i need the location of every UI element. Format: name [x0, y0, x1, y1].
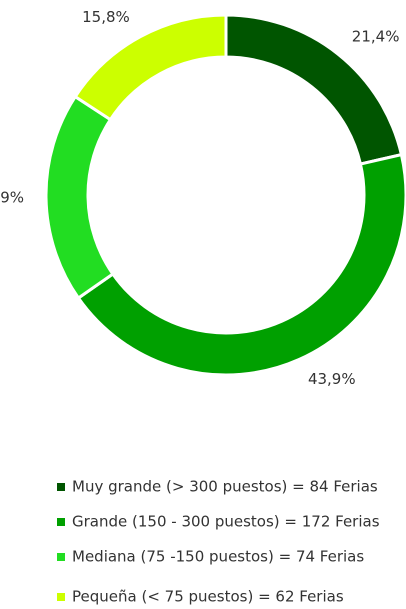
legend-label: Pequeña (< 75 puestos) = 62 Ferias — [72, 588, 344, 606]
donut-slice — [44, 94, 115, 301]
legend-label: Muy grande (> 300 puestos) = 84 Ferias — [72, 478, 378, 496]
donut-slice — [76, 152, 406, 377]
legend-label: Grande (150 - 300 puestos) = 172 Ferias — [72, 513, 380, 531]
data-label: 18,9% — [0, 189, 24, 207]
legend-swatch — [57, 553, 65, 561]
legend-label: Mediana (75 -150 puestos) = 74 Ferias — [72, 548, 364, 566]
legend-swatch — [57, 593, 65, 601]
data-label: 15,8% — [82, 8, 130, 26]
data-label: 43,9% — [308, 370, 356, 388]
data-label: 21,4% — [352, 27, 400, 45]
legend-swatch — [57, 483, 65, 491]
legend-swatch — [57, 518, 65, 526]
donut-slice — [73, 13, 228, 122]
